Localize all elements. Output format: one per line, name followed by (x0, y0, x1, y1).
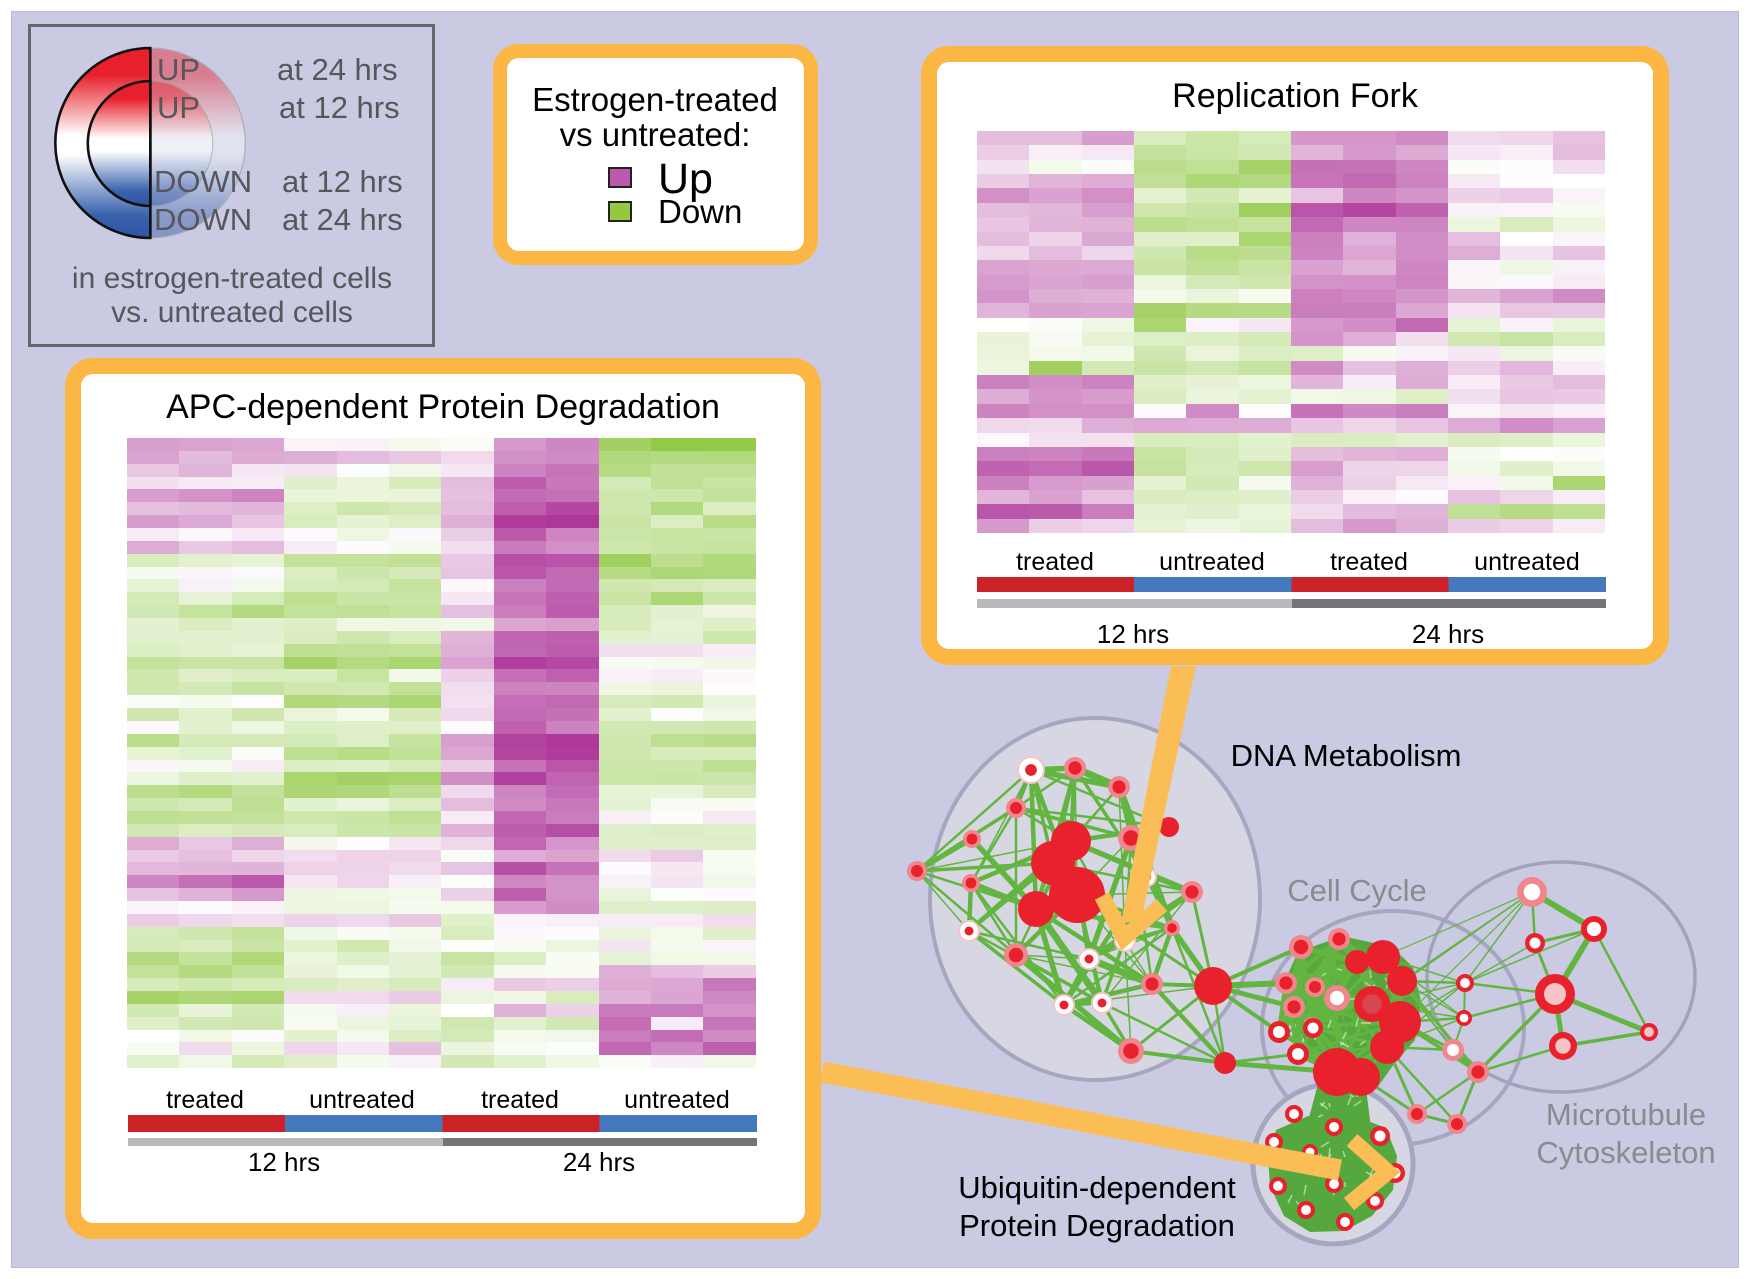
svg-text:Protein Degradation: Protein Degradation (959, 1208, 1235, 1243)
svg-text:Cell Cycle: Cell Cycle (1287, 873, 1427, 908)
svg-text:Ubiquitin-dependent: Ubiquitin-dependent (958, 1170, 1236, 1205)
svg-text:Cytoskeleton: Cytoskeleton (1536, 1135, 1715, 1170)
svg-text:DNA Metabolism: DNA Metabolism (1231, 738, 1462, 773)
svg-text:Microtubule: Microtubule (1546, 1097, 1706, 1132)
